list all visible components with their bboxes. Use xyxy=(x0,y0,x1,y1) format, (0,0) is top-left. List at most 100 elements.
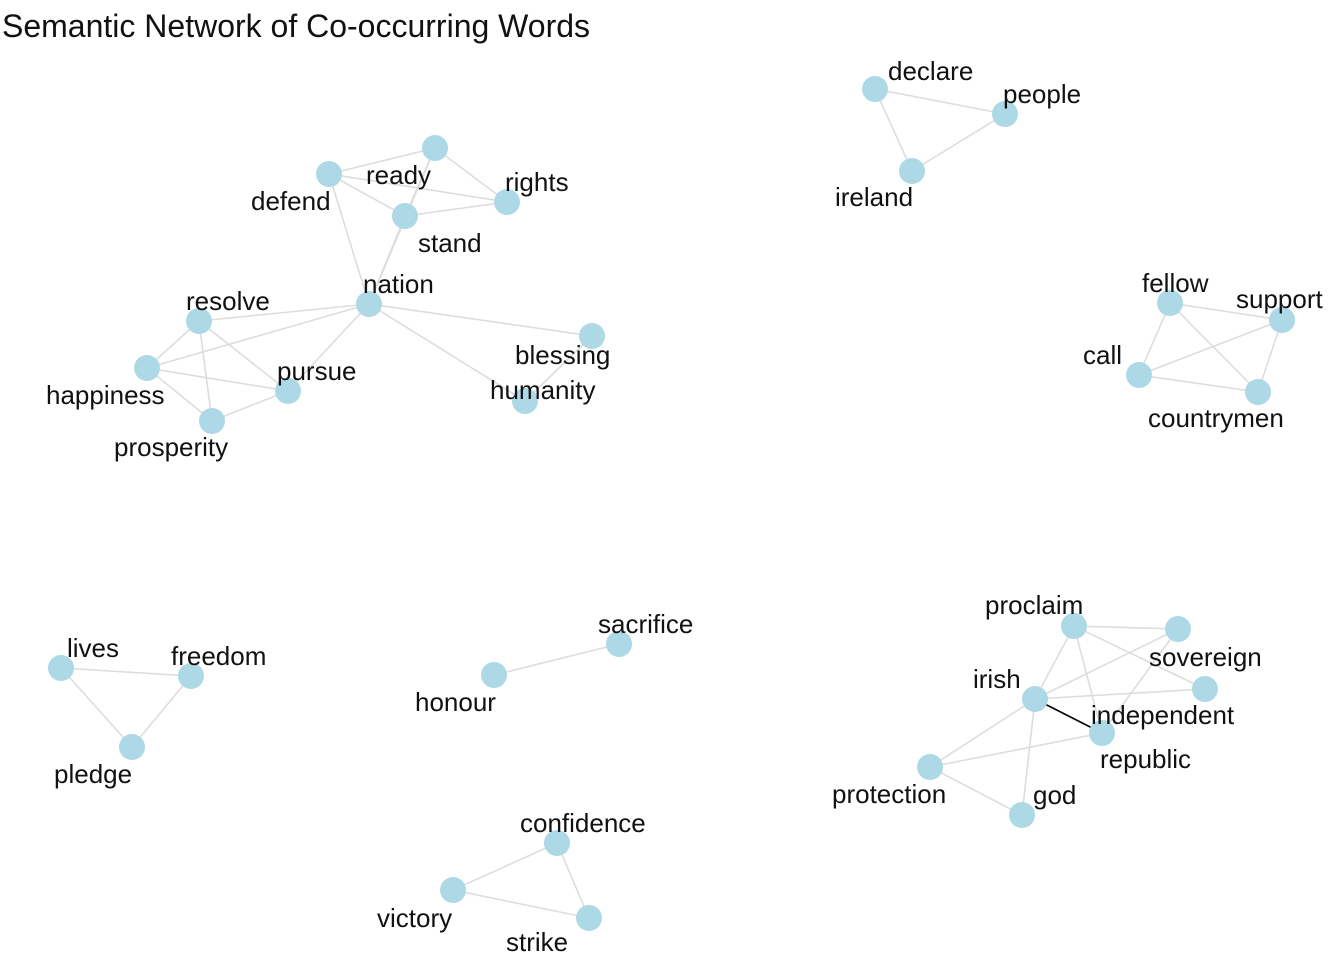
edge-call-countrymen xyxy=(1138,374,1259,393)
node-ready xyxy=(422,135,448,161)
edge-victory-strike xyxy=(452,889,590,919)
node-label-humanity: humanity xyxy=(490,375,596,405)
diagram-title: Semantic Network of Co-occurring Words xyxy=(2,8,591,44)
node-strike xyxy=(576,905,602,931)
node-support xyxy=(1269,307,1295,333)
edge-nation-resolve xyxy=(198,303,370,322)
node-god xyxy=(1009,802,1035,828)
edge-nation-humanity xyxy=(368,303,526,402)
node-label-protection: protection xyxy=(832,779,946,809)
node-rights xyxy=(494,189,520,215)
edge-proclaim-independent xyxy=(1073,625,1206,690)
node-irish xyxy=(1022,686,1048,712)
node-people xyxy=(992,101,1018,127)
node-label-rights: rights xyxy=(505,167,569,197)
node-freedom xyxy=(178,663,204,689)
node-pursue xyxy=(275,378,301,404)
edge-lives-freedom xyxy=(60,667,192,677)
edge-honour-sacrifice xyxy=(493,643,620,676)
node-humanity xyxy=(512,388,538,414)
edge-proclaim-irish xyxy=(1034,625,1075,700)
edge-irish-god xyxy=(1021,698,1036,816)
edge-blessing-humanity xyxy=(524,335,593,402)
edge-defend-stand xyxy=(328,173,406,217)
node-sovereign xyxy=(1165,616,1191,642)
edge-resolve-prosperity xyxy=(198,320,213,422)
node-defend xyxy=(316,161,342,187)
node-label-sovereign: sovereign xyxy=(1149,642,1262,672)
node-label-ready: ready xyxy=(366,160,431,190)
edge-republic-protection xyxy=(929,732,1103,768)
node-pledge xyxy=(119,734,145,760)
node-label-irish: irish xyxy=(973,664,1021,694)
edge-nation-happiness xyxy=(146,303,370,369)
node-independent xyxy=(1192,676,1218,702)
node-label-support: support xyxy=(1236,284,1323,314)
edge-confidence-strike xyxy=(556,842,590,919)
node-stand xyxy=(392,203,418,229)
edge-nation-pursue xyxy=(287,303,370,392)
node-label-call: call xyxy=(1083,340,1122,370)
edge-fellow-call xyxy=(1138,302,1171,376)
edge-lives-pledge xyxy=(60,667,133,748)
node-protection xyxy=(917,754,943,780)
edge-sovereign-irish xyxy=(1034,628,1179,700)
node-label-confidence: confidence xyxy=(520,808,646,838)
edge-defend-nation xyxy=(328,173,370,305)
edge-fellow-countrymen xyxy=(1169,302,1259,393)
node-label-nation: nation xyxy=(363,269,434,299)
node-sacrifice xyxy=(606,631,632,657)
node-ireland xyxy=(899,158,925,184)
node-label-declare: declare xyxy=(888,56,973,86)
node-proclaim xyxy=(1061,613,1087,639)
node-republic xyxy=(1089,720,1115,746)
edges-layer xyxy=(60,88,1283,919)
edge-declare-ireland xyxy=(874,88,913,172)
node-label-defend: defend xyxy=(251,186,331,216)
node-call xyxy=(1126,362,1152,388)
node-blessing xyxy=(579,323,605,349)
node-label-victory: victory xyxy=(377,903,452,933)
node-label-prosperity: prosperity xyxy=(114,432,228,462)
node-label-proclaim: proclaim xyxy=(985,590,1083,620)
node-fellow xyxy=(1157,290,1183,316)
node-declare xyxy=(862,76,888,102)
node-label-blessing: blessing xyxy=(515,340,610,370)
node-prosperity xyxy=(199,408,225,434)
node-label-resolve: resolve xyxy=(186,286,270,316)
edge-defend-ready xyxy=(328,147,436,175)
node-label-sacrifice: sacrifice xyxy=(598,609,693,639)
edge-declare-people xyxy=(874,88,1006,115)
node-label-people: people xyxy=(1003,79,1081,109)
node-label-lives: lives xyxy=(67,633,119,663)
node-label-fellow: fellow xyxy=(1142,268,1209,298)
node-label-pledge: pledge xyxy=(54,759,132,789)
edge-stand-rights xyxy=(404,201,508,217)
node-nation xyxy=(356,291,382,317)
edge-call-support xyxy=(1138,319,1283,376)
node-label-stand: stand xyxy=(418,228,482,258)
edge-fellow-support xyxy=(1169,302,1283,321)
edge-protection-god xyxy=(929,766,1023,816)
node-label-freedom: freedom xyxy=(171,641,266,671)
edge-people-ireland xyxy=(911,113,1006,172)
edge-prosperity-pursue xyxy=(211,390,289,422)
labels-layer: declare people ireland ready defend rights sta… xyxy=(46,56,1323,957)
node-label-honour: honour xyxy=(415,687,496,717)
edge-happiness-pursue xyxy=(146,367,289,392)
edge-confidence-victory xyxy=(452,842,558,891)
node-countrymen xyxy=(1245,379,1271,405)
node-label-god: god xyxy=(1033,780,1076,810)
node-happiness xyxy=(134,355,160,381)
edge-stand-nation xyxy=(368,215,406,305)
node-lives xyxy=(48,655,74,681)
edge-irish-protection xyxy=(929,698,1036,768)
nodes-layer xyxy=(48,76,1295,931)
node-label-countrymen: countrymen xyxy=(1148,403,1284,433)
node-resolve xyxy=(186,308,212,334)
edge-freedom-pledge xyxy=(131,675,192,748)
edge-resolve-pursue xyxy=(198,320,289,392)
node-label-ireland: ireland xyxy=(835,182,913,212)
node-label-pursue: pursue xyxy=(277,356,357,386)
